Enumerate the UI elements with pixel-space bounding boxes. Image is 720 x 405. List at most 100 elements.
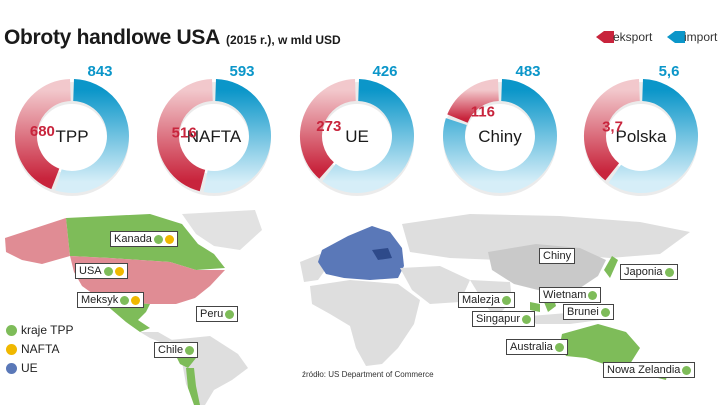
label-canada-text: Kanada bbox=[114, 233, 152, 245]
donut-name-nafta: NAFTA bbox=[187, 127, 242, 146]
import-arc-polska bbox=[608, 79, 698, 193]
legend-nafta-dot bbox=[6, 343, 17, 355]
label-japan-text: Japonia bbox=[624, 266, 663, 278]
tpp-dot bbox=[103, 266, 113, 276]
japan bbox=[604, 256, 618, 278]
label-mexico: Meksyk bbox=[77, 292, 145, 308]
tpp-dot bbox=[501, 295, 511, 305]
export-arc-tpp bbox=[15, 79, 72, 190]
legend-tpp: kraje TPP bbox=[6, 323, 73, 337]
legend-ue-dot bbox=[6, 362, 17, 374]
label-chile-text: Chile bbox=[158, 344, 184, 356]
africa bbox=[310, 280, 420, 366]
greenland bbox=[182, 210, 262, 250]
nafta-dot bbox=[114, 266, 124, 276]
label-peru: Peru bbox=[196, 306, 239, 322]
import-arc-tpp bbox=[55, 79, 129, 193]
donut-ue: UE 426 273 bbox=[300, 63, 414, 196]
label-vietnam-text: Wietnam bbox=[543, 289, 587, 301]
tpp-dot bbox=[522, 314, 532, 324]
donut-tpp: TPP 843 680 bbox=[15, 63, 129, 196]
nafta-dot bbox=[131, 295, 141, 305]
eu bbox=[318, 226, 404, 280]
import-value-chiny: 483 bbox=[515, 63, 540, 80]
export-legend-label: eksport bbox=[613, 30, 653, 44]
label-china-text: Chiny bbox=[543, 250, 572, 262]
legend-ue: UE bbox=[6, 361, 38, 375]
donut-name-tpp: TPP bbox=[55, 127, 88, 146]
export-value-polska: 3,7 bbox=[602, 119, 623, 136]
import-value-polska: 5,6 bbox=[659, 63, 680, 80]
china bbox=[488, 244, 606, 292]
label-malaysia-text: Malezja bbox=[462, 294, 500, 306]
label-usa: USA bbox=[75, 263, 128, 279]
tpp-dot bbox=[600, 307, 610, 317]
tpp-dot bbox=[225, 309, 235, 319]
import-legend-icon bbox=[667, 31, 685, 43]
donut-name-ue: UE bbox=[345, 127, 369, 146]
world-map bbox=[0, 208, 720, 405]
tpp-dot bbox=[664, 267, 674, 277]
legend-nafta-label: NAFTA bbox=[21, 342, 60, 356]
import-legend-label: import bbox=[684, 30, 718, 44]
title-text: Obroty handlowe USA bbox=[4, 26, 220, 49]
australia bbox=[560, 324, 640, 364]
donut-nafta: NAFTA 593 516 bbox=[157, 63, 271, 196]
poland bbox=[372, 248, 392, 260]
import-value-tpp: 843 bbox=[87, 63, 112, 80]
donut-name-polska: Polska bbox=[615, 127, 667, 146]
legend-tpp-label: kraje TPP bbox=[21, 323, 74, 337]
page-title: Obroty handlowe USA (2015 r.), w mld USD bbox=[4, 26, 341, 50]
source-note: źródło: US Department of Commerce bbox=[302, 370, 434, 379]
export-arc-nafta bbox=[157, 79, 214, 192]
label-china: Chiny bbox=[539, 248, 576, 264]
export-legend-icon bbox=[596, 31, 614, 43]
nafta-dot bbox=[164, 234, 174, 244]
label-new-zealand: Nowa Zelandia bbox=[603, 362, 696, 378]
donut-charts: TPP 843 680 NAFTA 593 516 UE 426 273 Chiny 483 116 P… bbox=[15, 63, 698, 196]
export-value-ue: 273 bbox=[316, 118, 341, 135]
tpp-dot bbox=[588, 290, 598, 300]
legend-ue-label: UE bbox=[21, 361, 38, 375]
export-arc-polska bbox=[584, 79, 641, 181]
donut-chiny: Chiny 483 116 bbox=[443, 63, 557, 196]
export-value-nafta: 516 bbox=[172, 125, 197, 142]
label-mexico-text: Meksyk bbox=[81, 294, 119, 306]
label-singapore-text: Singapur bbox=[476, 313, 521, 325]
export-arc-chiny bbox=[447, 79, 500, 124]
tpp-dot bbox=[120, 295, 130, 305]
label-canada: Kanada bbox=[110, 231, 178, 247]
import-value-nafta: 593 bbox=[229, 63, 254, 80]
malaysia bbox=[530, 302, 540, 312]
label-australia: Australia bbox=[506, 339, 568, 355]
label-singapore: Singapur bbox=[472, 311, 536, 327]
import-arc-nafta bbox=[203, 79, 271, 193]
middle-east bbox=[400, 266, 470, 304]
label-usa-text: USA bbox=[79, 265, 102, 277]
central-america bbox=[140, 332, 172, 344]
alaska bbox=[5, 218, 70, 264]
legend-nafta: NAFTA bbox=[6, 342, 59, 356]
donut-polska: Polska 5,6 3,7 bbox=[584, 63, 698, 196]
label-brunei: Brunei bbox=[563, 304, 614, 320]
label-japan: Japonia bbox=[620, 264, 678, 280]
label-malaysia: Malezja bbox=[458, 292, 515, 308]
tpp-dot bbox=[185, 345, 195, 355]
tpp-dot bbox=[554, 342, 564, 352]
tpp-dot bbox=[153, 234, 163, 244]
russia-asia bbox=[402, 214, 690, 260]
label-brunei-text: Brunei bbox=[567, 306, 599, 318]
label-vietnam: Wietnam bbox=[539, 287, 602, 303]
export-arc-ue bbox=[300, 79, 357, 179]
label-chile: Chile bbox=[154, 342, 199, 358]
import-arc-chiny bbox=[443, 79, 557, 193]
export-value-chiny: 116 bbox=[471, 103, 495, 120]
donut-name-chiny: Chiny bbox=[478, 127, 522, 146]
subtitle: (2015 r.), w mld USD bbox=[225, 33, 341, 47]
import-arc-ue bbox=[322, 79, 414, 193]
label-new-zealand-text: Nowa Zelandia bbox=[607, 364, 681, 376]
export-value-tpp: 680 bbox=[30, 123, 55, 140]
tpp-dot bbox=[682, 365, 692, 375]
label-peru-text: Peru bbox=[200, 308, 224, 320]
chile bbox=[186, 368, 200, 405]
